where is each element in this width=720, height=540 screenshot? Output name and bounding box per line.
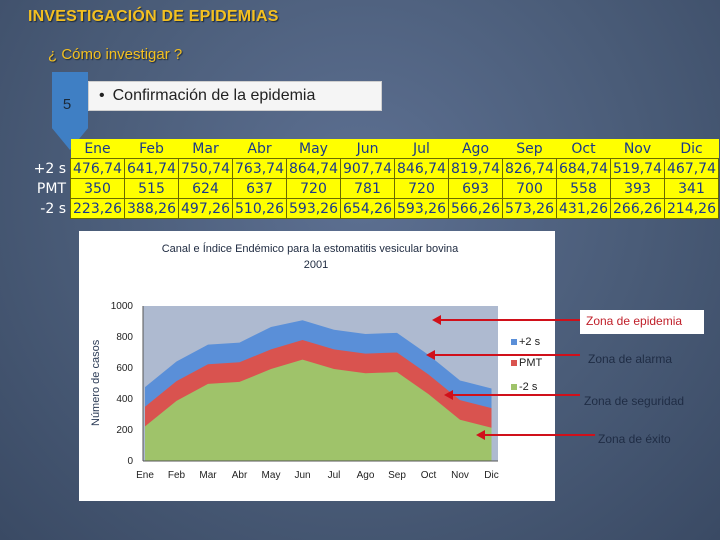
zone-success-label: Zona de éxito bbox=[598, 432, 671, 446]
table-cell: 341 bbox=[664, 178, 719, 199]
y-tick-label: 800 bbox=[116, 332, 133, 343]
chart-title-line1: Canal e Índice Endémico para la estomati… bbox=[162, 242, 459, 255]
table-cell: 515 bbox=[124, 178, 179, 199]
slide-title: INVESTIGACIÓN DE EPIDEMIAS bbox=[28, 8, 279, 25]
y-tick-label: 400 bbox=[116, 394, 133, 405]
month-header: Ene bbox=[70, 139, 125, 159]
table-cell: 593,26 bbox=[286, 198, 341, 219]
table-header-row: Ene Feb Mar Abr May Jun Jul Ago Sep Oct … bbox=[4, 139, 719, 159]
y-tick-label: 200 bbox=[116, 425, 133, 436]
legend-label: +2 s bbox=[519, 336, 541, 348]
month-header: Oct bbox=[556, 139, 611, 159]
table-cell: 684,74 bbox=[556, 158, 611, 179]
y-tick-label: 0 bbox=[127, 456, 133, 467]
x-tick-label: Nov bbox=[451, 470, 469, 481]
table-cell: 624 bbox=[178, 178, 233, 199]
table-cell: 393 bbox=[610, 178, 665, 199]
table-cell: 566,26 bbox=[448, 198, 503, 219]
epidemic-label-box bbox=[580, 310, 704, 334]
table-cell: 864,74 bbox=[286, 158, 341, 179]
month-header: Jun bbox=[340, 139, 395, 159]
x-tick-label: Jun bbox=[294, 470, 310, 481]
step-number: 5 bbox=[62, 96, 72, 113]
zone-arrows bbox=[426, 315, 595, 440]
month-header: Jul bbox=[394, 139, 449, 159]
x-tick-label: May bbox=[262, 470, 281, 481]
y-tick-label: 1000 bbox=[111, 301, 134, 312]
chart-legend: +2 s PMT -2 s bbox=[511, 336, 543, 393]
zone-alarm-label: Zona de alarma bbox=[588, 352, 673, 366]
month-header: Sep bbox=[502, 139, 557, 159]
month-header: Mar bbox=[178, 139, 233, 159]
table-cell: 763,74 bbox=[232, 158, 287, 179]
x-tick-label: Mar bbox=[199, 470, 217, 481]
series-area-2 bbox=[145, 359, 492, 461]
bullet-box: • Confirmación de la epidemia bbox=[88, 81, 382, 111]
month-header: Dic bbox=[664, 139, 719, 159]
x-tick-label: Oct bbox=[421, 470, 437, 481]
legend-label: -2 s bbox=[519, 381, 538, 393]
zone-arrow-head bbox=[426, 350, 435, 360]
table-cell: 641,74 bbox=[124, 158, 179, 179]
month-header: Nov bbox=[610, 139, 665, 159]
table-cell: 223,26 bbox=[70, 198, 125, 219]
legend-swatch bbox=[511, 384, 517, 390]
y-axis-label: Número de casos bbox=[90, 339, 102, 426]
x-tick-label: Feb bbox=[168, 470, 186, 481]
zone-safety-label: Zona de seguridad bbox=[584, 394, 685, 408]
month-header: Feb bbox=[124, 139, 179, 159]
legend-swatch bbox=[511, 360, 517, 366]
table-cell: 637 bbox=[232, 178, 287, 199]
table-cell: 558 bbox=[556, 178, 611, 199]
x-tick-label: Abr bbox=[232, 470, 248, 481]
table-cell: 266,26 bbox=[610, 198, 665, 219]
table-cell: 826,74 bbox=[502, 158, 557, 179]
legend-swatch bbox=[511, 339, 517, 345]
bullet-text: Confirmación de la epidemia bbox=[112, 87, 316, 104]
row-label: -2 s bbox=[40, 200, 66, 217]
month-header: Abr bbox=[232, 139, 287, 159]
table-cell: 388,26 bbox=[124, 198, 179, 219]
row-label: PMT bbox=[36, 180, 66, 197]
series-areas bbox=[145, 320, 492, 461]
zone-arrow-head bbox=[476, 430, 485, 440]
table-row: -2 s 223,26 388,26 497,26 510,26 593,26 … bbox=[4, 198, 719, 219]
slide-subtitle: ¿ Cómo investigar ? bbox=[48, 46, 183, 63]
table-cell: 497,26 bbox=[178, 198, 233, 219]
month-header: Ago bbox=[448, 139, 503, 159]
y-tick-label: 600 bbox=[116, 363, 133, 374]
zone-epidemic-label: Zona de epidemia bbox=[586, 314, 683, 328]
x-tick-label: Jul bbox=[328, 470, 341, 481]
table-cell: 214,26 bbox=[664, 198, 719, 219]
table-cell: 467,74 bbox=[664, 158, 719, 179]
endemic-table: Ene Feb Mar Abr May Jun Jul Ago Sep Oct … bbox=[4, 139, 719, 219]
x-tick-label: Dic bbox=[484, 470, 498, 481]
table-cell: 750,74 bbox=[178, 158, 233, 179]
x-tick-label: Ago bbox=[357, 470, 375, 481]
table-row: +2 s 476,74 641,74 750,74 763,74 864,74 … bbox=[4, 158, 719, 179]
axes: 0 200 400 600 800 1000 Ene Feb Mar Abr May Jun Jul Ag… bbox=[111, 301, 499, 481]
chart-title-line2: 2001 bbox=[304, 259, 328, 271]
month-header: May bbox=[286, 139, 341, 159]
bullet-dot: • bbox=[99, 87, 105, 104]
x-tick-label: Sep bbox=[388, 470, 406, 481]
zone-arrow-head bbox=[432, 315, 441, 325]
table-cell: 573,26 bbox=[502, 198, 557, 219]
legend-label: PMT bbox=[519, 357, 543, 369]
table-cell: 700 bbox=[502, 178, 557, 199]
x-tick-label: Ene bbox=[136, 470, 154, 481]
zone-arrow-head bbox=[444, 390, 453, 400]
row-label: +2 s bbox=[33, 160, 66, 177]
